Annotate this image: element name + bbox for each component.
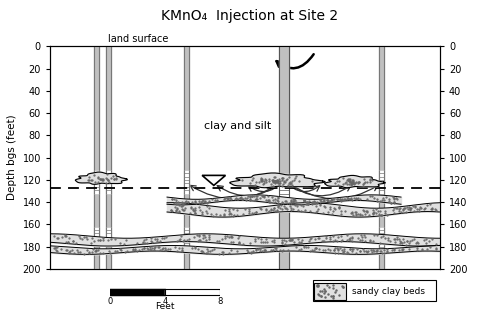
Polygon shape [324,176,386,188]
Text: sandy clay beds: sandy clay beds [352,287,424,296]
Y-axis label: Depth bgs (feet): Depth bgs (feet) [7,115,17,201]
Text: 4: 4 [162,297,168,306]
Text: 8: 8 [218,297,222,306]
Text: clay and silt: clay and silt [204,121,271,131]
Text: Feet: Feet [155,302,175,309]
Polygon shape [76,172,128,184]
Bar [314,283,346,300]
Text: land surface: land surface [108,34,169,44]
Bar [312,281,436,300]
Polygon shape [230,173,325,188]
Text: 0: 0 [108,297,112,306]
Text: KMnO₄  Injection at Site 2: KMnO₄ Injection at Site 2 [162,9,338,23]
